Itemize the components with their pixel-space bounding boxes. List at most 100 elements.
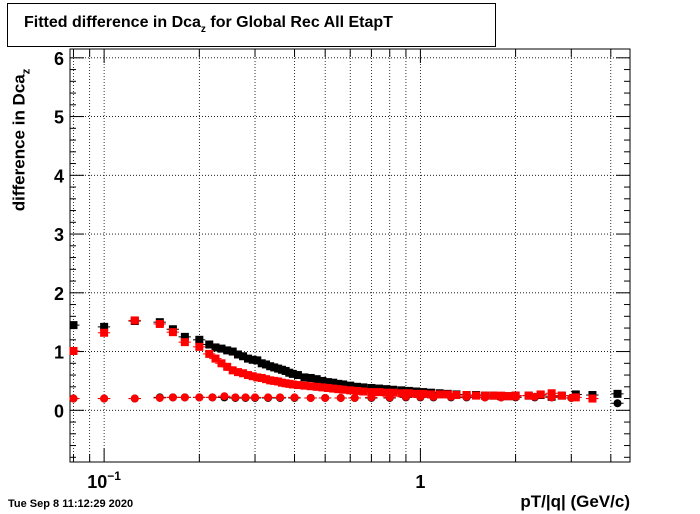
data-point [443,390,452,399]
ylabel-subscript: z [20,68,33,75]
data-point [257,373,266,382]
data-point [69,394,78,403]
data-point [412,389,421,398]
data-point [359,387,368,396]
y-axis-label: difference in Dcaz [10,69,33,212]
data-point [588,394,597,403]
title-subscript: z [200,24,206,35]
data-point [220,392,229,401]
data-point [211,343,220,352]
data-point [205,349,214,358]
data-point [300,373,309,382]
title-rest: for Global Rec All EtapT [205,14,393,31]
data-point [567,393,576,402]
data-point [323,383,332,392]
x-tick-label: 1 [415,472,425,492]
data-point [241,393,250,402]
data-point [385,393,394,402]
y-tick-label: 5 [54,108,64,128]
data-point [290,393,299,402]
data-point [346,381,355,390]
data-point [228,366,237,375]
data-point [547,389,556,398]
data-point [350,393,359,402]
data-point [404,389,413,398]
data-point [195,342,204,351]
data-point [334,379,343,388]
title-box: Fitted difference in Dcaz for Global Rec… [7,3,496,47]
data-point [130,316,139,325]
data-point [329,384,338,393]
data-point [262,360,271,369]
data-point [306,393,315,402]
data-point [367,383,376,392]
data-point [613,399,622,408]
data-point [339,385,348,394]
data-point [233,368,242,377]
data-point [168,328,177,337]
data-point [155,319,164,328]
data-point [262,375,271,384]
y-tick-label: 4 [54,166,64,186]
data-point [367,393,376,402]
data-point [536,390,545,399]
data-point [233,350,242,359]
data-point [293,371,302,380]
data-point [266,362,275,371]
data-point [130,394,139,403]
data-point [435,390,444,399]
x-tick-label: 10−1 [87,469,121,492]
data-point [168,393,177,402]
data-point [419,389,428,398]
data-point [306,382,315,391]
data-point [239,369,248,378]
data-point [293,381,302,390]
data-point [217,359,226,368]
data-point [359,383,368,392]
y-tick-label: 3 [54,225,64,245]
timestamp: Tue Sep 8 11:12:29 2020 [8,498,134,510]
data-point [195,335,204,344]
data-point [504,392,513,401]
data-point [243,371,252,380]
data-point [248,372,257,381]
data-point [318,376,327,385]
y-tick-label: 6 [54,49,64,69]
data-point [318,383,327,392]
data-point [211,354,220,363]
y-tick-label: 1 [54,343,64,363]
data-point [306,373,315,382]
data-point [323,378,332,387]
data-point [239,352,248,361]
data-point [223,362,232,371]
data-point [530,392,539,401]
ylabel-main: difference in Dca [9,74,29,212]
data-point [557,391,566,400]
data-point [251,393,260,402]
data-point [243,354,252,363]
data-point [571,393,580,402]
data-point [389,388,398,397]
data-point [312,375,321,384]
data-point [382,388,391,397]
data-point [401,392,410,401]
data-point [205,340,214,349]
data-point [547,393,556,402]
data-point [195,393,204,402]
data-point [300,381,309,390]
data-point [228,347,237,356]
data-point [334,385,343,394]
data-point [69,321,78,330]
data-point [321,393,330,402]
data-point [452,391,461,400]
data-point [524,391,533,400]
chart-title: Fitted difference in Dcaz for Global Rec… [24,14,393,35]
data-point [223,346,232,355]
data-point [264,393,273,402]
data-point [397,389,406,398]
data-point [208,393,217,402]
data-point [217,344,226,353]
title-main: Fitted difference in Dca [24,14,201,31]
data-point [100,394,109,403]
